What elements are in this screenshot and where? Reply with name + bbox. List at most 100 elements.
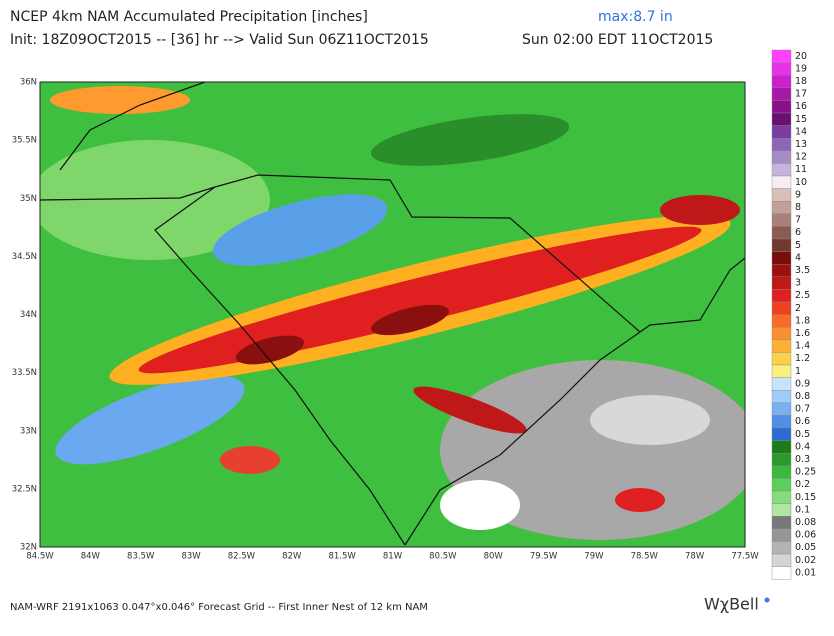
lon-label: 78.5W (631, 552, 659, 562)
colorbar-swatch (771, 137, 792, 151)
colorbar-label: 0.1 (795, 504, 810, 515)
colorbar-swatch (771, 150, 792, 164)
colorbar-swatch (771, 251, 792, 265)
lon-label: 79.5W (530, 552, 558, 562)
colorbar-label: 0.25 (795, 467, 816, 478)
colorbar-label: 0.8 (795, 391, 810, 402)
colorbar-swatch (771, 427, 792, 441)
colorbar-label: 18 (795, 76, 807, 87)
lat-label: 34N (20, 310, 37, 320)
init-valid-line: Init: 18Z09OCT2015 -- [36] hr --> Valid … (10, 32, 429, 48)
lon-label: 83W (181, 552, 201, 562)
colorbar-label: 0.7 (795, 404, 810, 415)
colorbar-swatch (771, 566, 792, 580)
colorbar-label: 1.2 (795, 353, 810, 364)
precip-field (40, 82, 745, 547)
colorbar-swatch (771, 377, 792, 391)
colorbar-swatch (771, 390, 792, 404)
colorbar-label: 0.15 (795, 492, 816, 503)
colorbar-label: 0.9 (795, 378, 810, 389)
colorbar-swatch (771, 453, 792, 467)
colorbar-label: 0.2 (795, 479, 810, 490)
colorbar-swatch (771, 87, 792, 101)
colorbar-label: 17 (795, 89, 807, 100)
colorbar-swatch (771, 327, 792, 341)
colorbar-label: 4 (795, 252, 801, 263)
colorbar-swatch (771, 289, 792, 303)
colorbar-swatch (771, 62, 792, 76)
colorbar-swatch (771, 415, 792, 429)
lon-label: 77.5W (731, 552, 759, 562)
colorbar-label: 0.6 (795, 416, 810, 427)
colorbar-label: 11 (795, 164, 807, 175)
colorbar-label: 3.5 (795, 265, 810, 276)
local-time: Sun 02:00 EDT 11OCT2015 (522, 32, 713, 48)
lat-label: 35.5N (12, 136, 37, 146)
colorbar-label: 0.06 (795, 530, 816, 541)
lat-label: 32.5N (12, 484, 37, 494)
colorbar-swatch (771, 200, 792, 214)
colorbar-swatch (771, 490, 792, 504)
colorbar-swatch (771, 188, 792, 202)
lat-label: 35N (20, 194, 37, 204)
colorbar-swatch (771, 503, 792, 517)
colorbar-label: 14 (795, 126, 807, 137)
colorbar-label: 9 (795, 189, 801, 200)
lat-label: 36N (20, 78, 37, 88)
colorbar-swatch (771, 541, 792, 555)
colorbar-label: 0.08 (795, 517, 816, 528)
lon-label: 83.5W (127, 552, 155, 562)
colorbar-label: 6 (795, 227, 801, 238)
footer-note: NAM-WRF 2191x1063 0.047°x0.046° Forecast… (10, 602, 428, 613)
lon-label: 81.5W (328, 552, 356, 562)
colorbar-label: 7 (795, 215, 801, 226)
colorbar-swatch (771, 301, 792, 315)
colorbar-swatch (771, 339, 792, 353)
lon-label: 82.5W (228, 552, 256, 562)
colorbar-swatch (771, 465, 792, 479)
lon-label: 80W (484, 552, 504, 562)
lon-label: 78W (685, 552, 705, 562)
colorbar-label: 2.5 (795, 290, 810, 301)
lon-label: 84.5W (26, 552, 54, 562)
colorbar-label: 8 (795, 202, 801, 213)
colorbar-label: 1 (795, 366, 801, 377)
colorbar-swatch (771, 175, 792, 189)
colorbar-swatch (771, 402, 792, 416)
colorbar-label: 20 (795, 51, 807, 62)
colorbar-swatch (771, 49, 792, 63)
colorbar-swatch (771, 213, 792, 227)
colorbar-label: 0.02 (795, 555, 816, 566)
colorbar-swatch (771, 528, 792, 542)
colorbar-label: 0.4 (795, 441, 810, 452)
colorbar-swatch (771, 100, 792, 114)
colorbar-label: 1.8 (795, 315, 810, 326)
colorbar-swatch (771, 74, 792, 88)
lat-label: 33N (20, 426, 37, 436)
lat-label: 33.5N (12, 368, 37, 378)
colorbar-swatch (771, 478, 792, 492)
lon-label: 84W (81, 552, 101, 562)
map-frame (39, 81, 746, 548)
logo: WχBell (704, 595, 759, 614)
colorbar-label: 13 (795, 139, 807, 150)
colorbar-label: 15 (795, 114, 807, 125)
colorbar-swatch (771, 440, 792, 454)
lon-label: 82W (282, 552, 302, 562)
colorbar-label: 0.05 (795, 542, 816, 553)
map-title: NCEP 4km NAM Accumulated Precipitation [… (10, 9, 368, 25)
colorbar-swatch (771, 314, 792, 328)
colorbar-swatch (771, 226, 792, 240)
colorbar-swatch (771, 516, 792, 530)
colorbar-label: 2 (795, 303, 801, 314)
colorbar-swatch (771, 553, 792, 567)
max-value: max:8.7 in (598, 9, 673, 25)
colorbar-label: 3 (795, 278, 801, 289)
colorbar-label: 16 (795, 101, 807, 112)
colorbar-swatch (771, 112, 792, 126)
colorbar-swatch (771, 276, 792, 290)
lat-label: 34.5N (12, 252, 37, 262)
logo-dot (764, 597, 770, 603)
lon-label: 79W (584, 552, 604, 562)
